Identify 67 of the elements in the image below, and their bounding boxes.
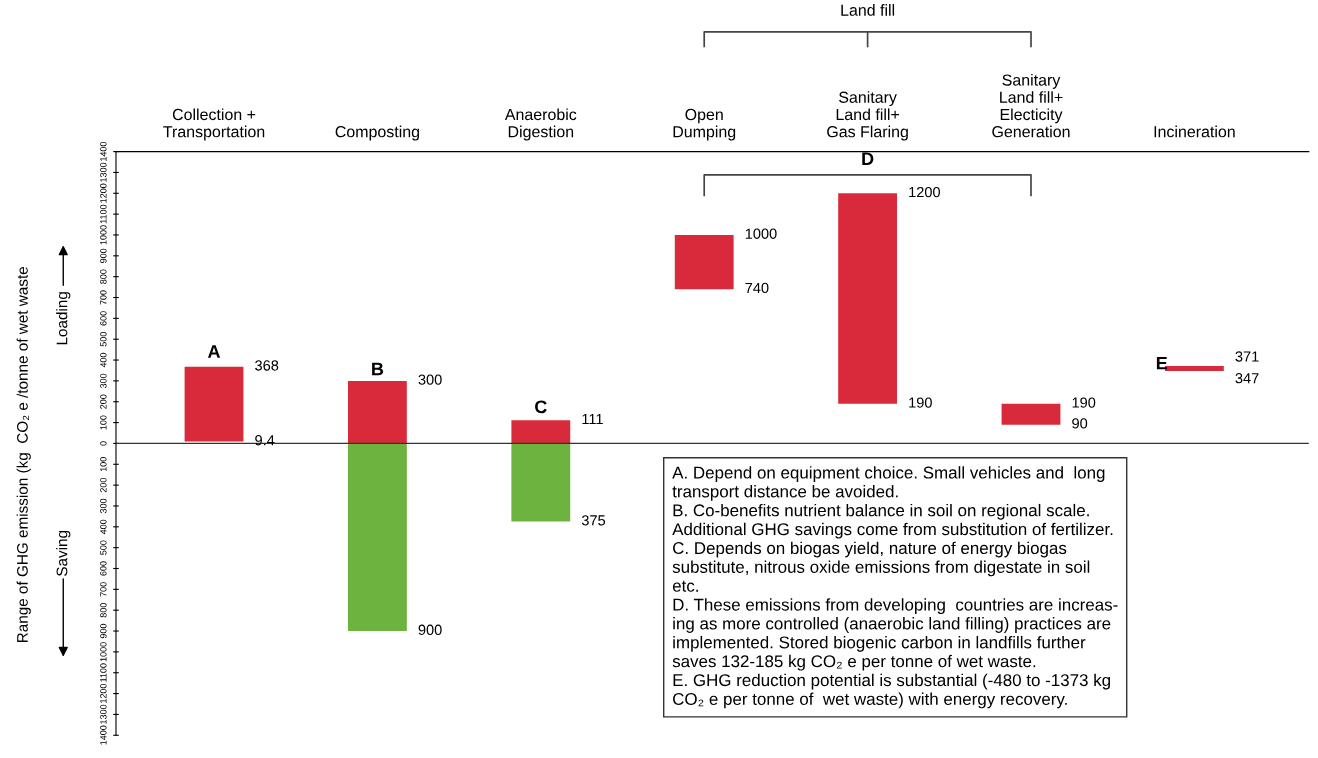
y-tick-label: 600 [100,311,107,326]
annotation: A [207,345,221,358]
y-tick-label: 1100 [100,663,107,682]
bar [348,443,407,632]
y-axis-title: Range of GHG emission (kg CO₂ e /tonne of wet waste [16,266,31,643]
annotation: 375 [581,515,606,526]
y-tick-label: 100 [100,415,107,430]
y-tick-label: 1400 [100,725,107,745]
y-tick-label: 900 [100,623,107,639]
annotation: 347 [1235,373,1259,384]
y-tick-label: 800 [100,269,107,284]
annotation: E [1156,356,1168,370]
y-tick-label: 700 [100,290,107,305]
y-tick-label: 700 [100,582,107,597]
annotation: 740 [745,282,769,294]
text: A. Depend on equipment choice. Small vehicles and long transport distance be avoided. B. Co-benefits nutrient balance in soil on regional scale. Additional GHG savings come from substitution of fertilizer. C. Depends on biogas yield, nature of energy biogas substitute, nitrous oxide emissions from digestate in soil etc. D. These emissions from developing countries are increas- ing as more controlled (anaerobic land filling) practices are implemented. Stored biogenic carbon in landfills further saves 132-185 kg CO₂ e per tonne of wet waste. E. GHG reduction potential is substantial (-480 to -1373 kg CO₂ e per tonne of wet waste) with energy recovery. [672,466,1118,709]
bar [184,366,244,442]
y-tick-label: 1400 [100,141,107,161]
y-tick-label: 800 [100,603,107,618]
x-tick-label: Open Dumping [673,108,736,141]
bar [838,193,898,404]
y-tick-label: 1300 [100,162,107,182]
text: Loading [56,292,71,345]
annotation: 1200 [909,186,940,198]
x-tick-label: Collection + Transportation [163,108,265,141]
y-tick-label: 1000 [100,225,107,245]
annotation: 300 [418,374,442,385]
annotation: B [372,362,384,376]
annotation: 371 [1235,351,1259,362]
y-tick-label: 300 [100,373,107,389]
x-tick-label: Sanitary Land fill+ Gas Flaring [827,91,908,141]
x-tick-label: Sanitary Land fill+ Electicity Generation [992,73,1070,138]
y-tick-label: 500 [100,332,107,347]
y-tick-label: 200 [100,477,107,493]
annotation: 190 [1072,397,1096,408]
y-tick-label: 1100 [100,204,107,224]
y-tick-label: 900 [100,248,107,263]
bar [511,443,571,522]
x-tick-label: Incineration [1154,125,1235,138]
x-tick-label: Composting [335,125,419,141]
bar [674,234,734,290]
text: Saving [56,530,71,576]
y-tick-label: 1200 [100,183,107,203]
annotation: D [862,152,874,166]
y-tick-label: 300 [100,498,107,514]
annotation: 368 [255,360,279,371]
y-tick-label: 200 [100,394,107,409]
y-tick-label: 600 [100,561,107,576]
y-tick-label: 400 [100,519,107,535]
text: Land fill [841,4,895,16]
y-tick-label: 1200 [100,683,107,703]
y-tick-label: 0 [100,441,107,446]
y-tick-label: 500 [100,540,107,555]
annotation: 900 [418,624,442,635]
bar [511,420,571,444]
annotation: C [535,400,547,414]
x-tick-label: Anaerobic Digestion [504,108,577,141]
annotation: 90 [1072,418,1088,429]
bar [348,380,407,444]
bar [1001,403,1061,425]
y-tick-label: 1000 [100,642,107,662]
y-tick-label: 400 [100,352,107,368]
annotation: 111 [582,414,603,425]
y-tick-label: 100 [100,457,107,472]
annotation: 1000 [745,228,777,239]
annotation: 190 [909,397,932,408]
y-tick-label: 1300 [100,704,107,724]
